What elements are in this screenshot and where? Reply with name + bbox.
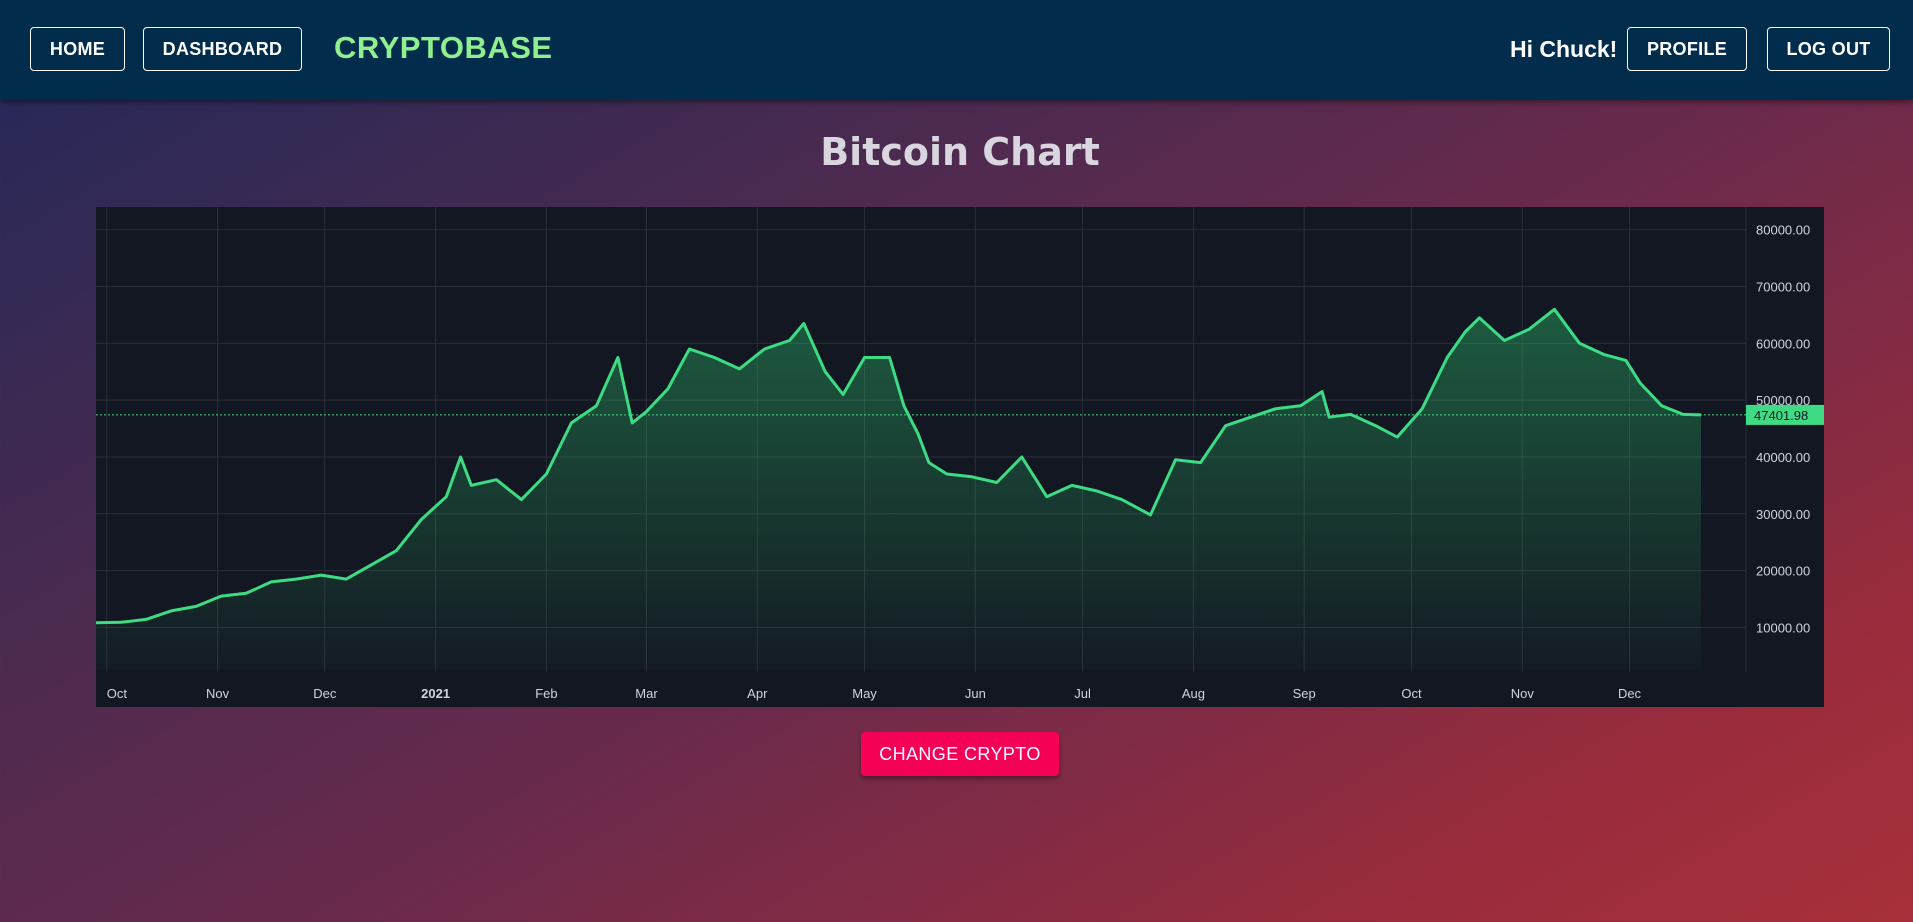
x-tick-label: Dec (313, 686, 337, 701)
x-tick-label: 2021 (421, 686, 450, 701)
y-tick-label: 60000.00 (1756, 336, 1810, 351)
x-tick-label: Nov (1511, 686, 1535, 701)
y-tick-label: 10000.00 (1756, 620, 1810, 635)
change-crypto-button[interactable]: CHANGE CRYPTO (861, 732, 1059, 776)
x-tick-label: Oct (1401, 686, 1422, 701)
top-navbar: HOME DASHBOARD CRYPTOBASE Hi Chuck! PROF… (0, 0, 1913, 100)
price-chart[interactable]: 80000.00 70000.00 60000.00 50000.00 40000.00… (96, 207, 1824, 707)
last-price-badge (1746, 404, 1824, 425)
user-greeting: Hi Chuck! (1510, 36, 1618, 62)
x-tick-label: May (852, 686, 877, 701)
x-tick-label: Nov (206, 686, 230, 701)
x-tick-label: Dec (1618, 686, 1642, 701)
x-tick-label: Aug (1182, 686, 1205, 701)
last-price-label: 47401.98 (1754, 408, 1808, 423)
brand-logo-text[interactable]: CRYPTOBASE (334, 30, 553, 65)
x-tick-label: Apr (747, 686, 768, 701)
y-tick-label: 50000.00 (1756, 393, 1810, 408)
price-line-series[interactable] (96, 307, 1702, 625)
page-title: Bitcoin Chart (820, 130, 1100, 174)
x-tick-label: Mar (635, 686, 658, 701)
y-tick-label: 20000.00 (1756, 564, 1810, 579)
x-tick-label: Feb (535, 686, 557, 701)
x-tick-label: Jul (1074, 686, 1091, 701)
x-tick-label: Jun (965, 686, 986, 701)
x-tick-label: Sep (1293, 686, 1316, 701)
y-tick-label: 70000.00 (1756, 280, 1810, 295)
y-tick-label: 30000.00 (1756, 507, 1810, 522)
x-tick-label: Oct (107, 686, 128, 701)
price-chart-svg[interactable]: 80000.00 70000.00 60000.00 50000.00 40000.00… (96, 207, 1824, 707)
price-area-fill (96, 309, 1701, 670)
dashboard-button[interactable]: DASHBOARD (143, 27, 302, 71)
home-button[interactable]: HOME (30, 27, 125, 71)
profile-button[interactable]: PROFILE (1627, 27, 1747, 71)
logout-button[interactable]: LOG OUT (1767, 27, 1890, 71)
y-tick-label: 80000.00 (1756, 223, 1810, 238)
y-tick-label: 40000.00 (1756, 450, 1810, 465)
